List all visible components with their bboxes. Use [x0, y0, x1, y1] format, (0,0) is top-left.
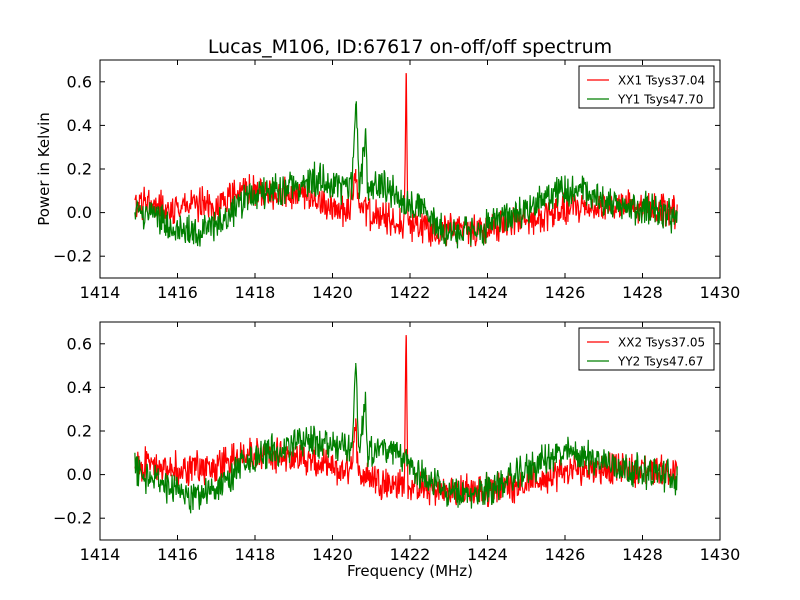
top-x-tick-label: 1416 [157, 283, 198, 302]
bottom-y-tick-label: 0.6 [67, 334, 92, 353]
bottom-y-tick-label: 0.4 [67, 378, 92, 397]
chart-title: Lucas_M106, ID:67617 on-off/off spectrum [208, 36, 612, 58]
bottom-x-tick-label: 1418 [235, 545, 276, 564]
bottom-y-tick-label: 0.0 [67, 465, 92, 484]
bottom-series-line-red [134, 335, 678, 508]
top-legend-label: YY1 Tsys47.70 [617, 93, 703, 107]
top-y-tick-label: 0.4 [67, 116, 92, 135]
top-y-tick-label: 0.0 [67, 203, 92, 222]
bottom-legend-label: XX2 Tsys37.05 [618, 336, 705, 350]
top-x-tick-label: 1420 [312, 283, 353, 302]
bottom-x-tick-label: 1420 [312, 545, 353, 564]
bottom-x-tick-label: 1428 [622, 545, 663, 564]
top-y-tick-label: 0.2 [67, 160, 92, 179]
bottom-x-tick-label: 1426 [545, 545, 586, 564]
top-x-tick-label: 1414 [80, 283, 121, 302]
bottom-series-line-green [134, 362, 678, 514]
bottom-legend-box [578, 327, 715, 371]
top-x-tick-label: 1430 [700, 283, 741, 302]
top-x-tick-label: 1418 [235, 283, 276, 302]
bottom-x-tick-label: 1416 [157, 545, 198, 564]
top-spectrum-panel: 1414 1416 1418 1420 1422 1424 1426 1428 1430 −0.2… [53, 59, 741, 302]
bottom-spectrum-panel: 1414 1416 1418 1420 1422 1424 1426 1428 1430 −0.2… [53, 321, 741, 564]
bottom-x-tick-label: 1430 [700, 545, 741, 564]
top-y-tick-label: −0.2 [53, 247, 92, 266]
bottom-y-tick-label: 0.2 [67, 422, 92, 441]
y-axis-label: Power in Kelvin [35, 112, 53, 226]
top-x-tick-label: 1422 [390, 283, 431, 302]
bottom-x-tick-label: 1422 [390, 545, 431, 564]
top-x-tick-label: 1426 [545, 283, 586, 302]
bottom-legend-label: YY2 Tsys47.67 [617, 355, 703, 369]
top-x-tick-label: 1428 [622, 283, 663, 302]
bottom-x-tick-label: 1414 [80, 545, 121, 564]
top-legend-label: XX1 Tsys37.04 [618, 74, 705, 88]
x-axis-label: Frequency (MHz) [347, 562, 473, 580]
bottom-legend: XX2 Tsys37.05 YY2 Tsys47.67 [578, 327, 715, 371]
top-legend: XX1 Tsys37.04 YY1 Tsys47.70 [578, 65, 715, 109]
top-x-tick-label: 1424 [467, 283, 508, 302]
top-legend-box [578, 65, 715, 109]
top-series-line-green [134, 101, 678, 249]
bottom-x-tick-label: 1424 [467, 545, 508, 564]
top-y-tick-label: 0.6 [67, 72, 92, 91]
bottom-y-tick-label: −0.2 [53, 509, 92, 528]
